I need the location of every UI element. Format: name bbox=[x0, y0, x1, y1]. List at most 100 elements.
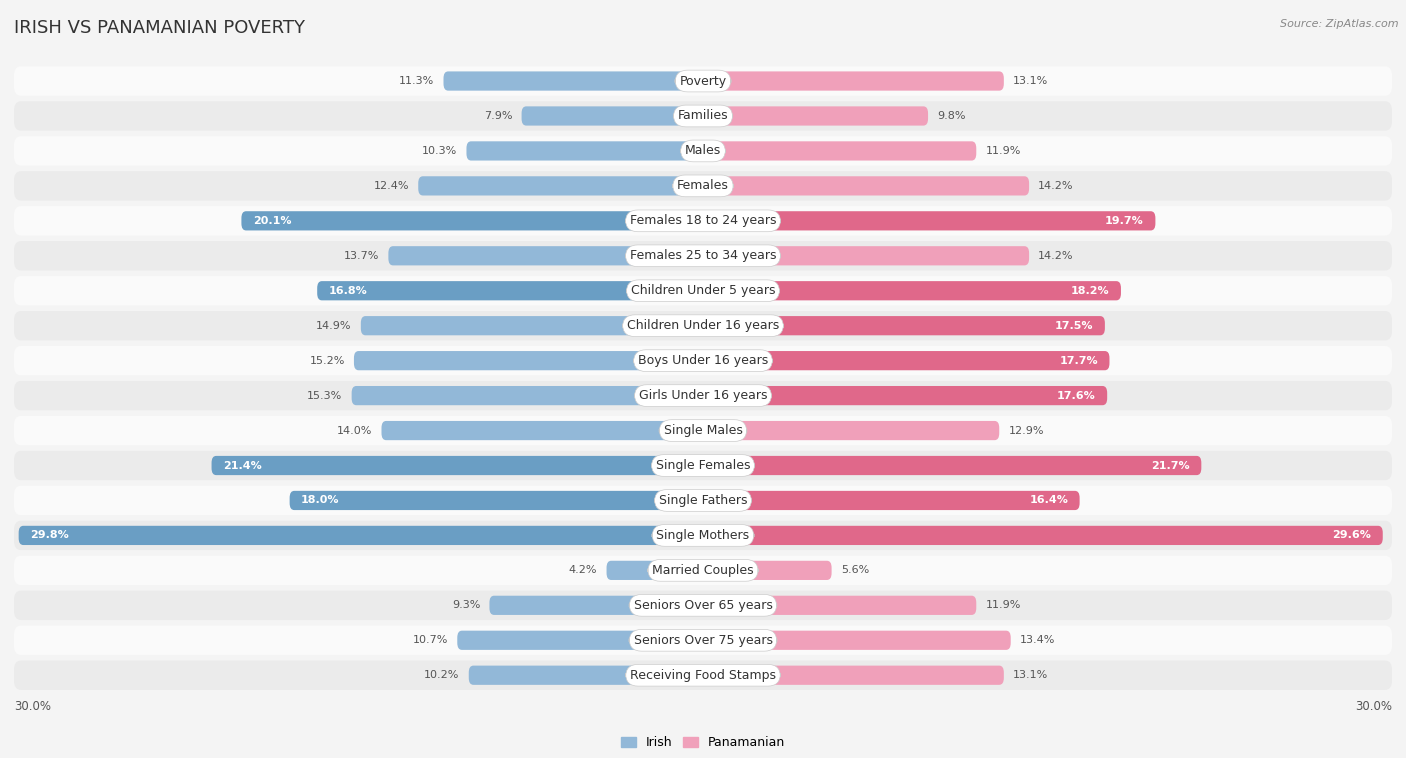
FancyBboxPatch shape bbox=[14, 102, 1392, 130]
FancyBboxPatch shape bbox=[242, 211, 703, 230]
Text: 18.0%: 18.0% bbox=[301, 496, 340, 506]
Text: Single Females: Single Females bbox=[655, 459, 751, 472]
Text: 11.3%: 11.3% bbox=[399, 76, 434, 86]
Text: 5.6%: 5.6% bbox=[841, 565, 869, 575]
FancyBboxPatch shape bbox=[361, 316, 703, 335]
Text: IRISH VS PANAMANIAN POVERTY: IRISH VS PANAMANIAN POVERTY bbox=[14, 19, 305, 37]
FancyBboxPatch shape bbox=[14, 416, 1392, 445]
FancyBboxPatch shape bbox=[418, 177, 703, 196]
Text: 19.7%: 19.7% bbox=[1105, 216, 1144, 226]
FancyBboxPatch shape bbox=[489, 596, 703, 615]
FancyBboxPatch shape bbox=[381, 421, 703, 440]
FancyBboxPatch shape bbox=[703, 596, 976, 615]
Text: Receiving Food Stamps: Receiving Food Stamps bbox=[630, 669, 776, 681]
Text: Source: ZipAtlas.com: Source: ZipAtlas.com bbox=[1281, 19, 1399, 29]
Text: Boys Under 16 years: Boys Under 16 years bbox=[638, 354, 768, 367]
FancyBboxPatch shape bbox=[703, 211, 1156, 230]
Text: 20.1%: 20.1% bbox=[253, 216, 291, 226]
FancyBboxPatch shape bbox=[703, 666, 1004, 684]
FancyBboxPatch shape bbox=[14, 311, 1392, 340]
FancyBboxPatch shape bbox=[14, 590, 1392, 620]
Text: 17.7%: 17.7% bbox=[1059, 356, 1098, 365]
FancyBboxPatch shape bbox=[14, 136, 1392, 165]
Text: 14.2%: 14.2% bbox=[1038, 181, 1074, 191]
Text: 12.9%: 12.9% bbox=[1008, 425, 1043, 436]
FancyBboxPatch shape bbox=[703, 421, 1000, 440]
FancyBboxPatch shape bbox=[14, 276, 1392, 305]
FancyBboxPatch shape bbox=[14, 67, 1392, 96]
FancyBboxPatch shape bbox=[522, 106, 703, 126]
Text: 9.3%: 9.3% bbox=[451, 600, 481, 610]
FancyBboxPatch shape bbox=[352, 386, 703, 406]
FancyBboxPatch shape bbox=[703, 526, 1382, 545]
FancyBboxPatch shape bbox=[703, 351, 1109, 370]
Text: 18.2%: 18.2% bbox=[1071, 286, 1109, 296]
Text: 13.1%: 13.1% bbox=[1012, 670, 1049, 680]
Text: Single Mothers: Single Mothers bbox=[657, 529, 749, 542]
FancyBboxPatch shape bbox=[14, 171, 1392, 201]
FancyBboxPatch shape bbox=[14, 625, 1392, 655]
Text: Males: Males bbox=[685, 145, 721, 158]
FancyBboxPatch shape bbox=[606, 561, 703, 580]
FancyBboxPatch shape bbox=[14, 451, 1392, 480]
FancyBboxPatch shape bbox=[703, 281, 1121, 300]
FancyBboxPatch shape bbox=[703, 386, 1107, 406]
Text: 14.0%: 14.0% bbox=[337, 425, 373, 436]
FancyBboxPatch shape bbox=[14, 486, 1392, 515]
FancyBboxPatch shape bbox=[457, 631, 703, 650]
Text: Married Couples: Married Couples bbox=[652, 564, 754, 577]
Text: Families: Families bbox=[678, 109, 728, 123]
Text: Girls Under 16 years: Girls Under 16 years bbox=[638, 389, 768, 402]
FancyBboxPatch shape bbox=[318, 281, 703, 300]
Text: Seniors Over 65 years: Seniors Over 65 years bbox=[634, 599, 772, 612]
FancyBboxPatch shape bbox=[14, 206, 1392, 236]
Text: Children Under 16 years: Children Under 16 years bbox=[627, 319, 779, 332]
Text: 16.8%: 16.8% bbox=[329, 286, 367, 296]
FancyBboxPatch shape bbox=[211, 456, 703, 475]
Text: 30.0%: 30.0% bbox=[14, 700, 51, 713]
Text: 10.3%: 10.3% bbox=[422, 146, 457, 156]
FancyBboxPatch shape bbox=[468, 666, 703, 684]
FancyBboxPatch shape bbox=[14, 241, 1392, 271]
Text: 14.2%: 14.2% bbox=[1038, 251, 1074, 261]
Text: Children Under 5 years: Children Under 5 years bbox=[631, 284, 775, 297]
FancyBboxPatch shape bbox=[703, 316, 1105, 335]
FancyBboxPatch shape bbox=[703, 561, 831, 580]
Text: Poverty: Poverty bbox=[679, 74, 727, 87]
FancyBboxPatch shape bbox=[18, 526, 703, 545]
Text: 9.8%: 9.8% bbox=[938, 111, 966, 121]
Text: 4.2%: 4.2% bbox=[569, 565, 598, 575]
Text: 21.7%: 21.7% bbox=[1152, 461, 1189, 471]
Text: 29.6%: 29.6% bbox=[1333, 531, 1371, 540]
Text: 13.7%: 13.7% bbox=[344, 251, 380, 261]
FancyBboxPatch shape bbox=[703, 246, 1029, 265]
FancyBboxPatch shape bbox=[290, 491, 703, 510]
Text: 10.2%: 10.2% bbox=[425, 670, 460, 680]
Text: 17.6%: 17.6% bbox=[1057, 390, 1095, 400]
Text: 11.9%: 11.9% bbox=[986, 146, 1021, 156]
Text: 15.3%: 15.3% bbox=[307, 390, 343, 400]
FancyBboxPatch shape bbox=[388, 246, 703, 265]
FancyBboxPatch shape bbox=[703, 177, 1029, 196]
Legend: Irish, Panamanian: Irish, Panamanian bbox=[616, 731, 790, 754]
Text: 13.1%: 13.1% bbox=[1012, 76, 1049, 86]
Text: Single Males: Single Males bbox=[664, 424, 742, 437]
Text: 16.4%: 16.4% bbox=[1029, 496, 1069, 506]
FancyBboxPatch shape bbox=[703, 106, 928, 126]
FancyBboxPatch shape bbox=[354, 351, 703, 370]
FancyBboxPatch shape bbox=[703, 631, 1011, 650]
Text: Single Fathers: Single Fathers bbox=[659, 494, 747, 507]
Text: Seniors Over 75 years: Seniors Over 75 years bbox=[634, 634, 772, 647]
FancyBboxPatch shape bbox=[14, 346, 1392, 375]
FancyBboxPatch shape bbox=[703, 456, 1201, 475]
Text: 7.9%: 7.9% bbox=[484, 111, 512, 121]
FancyBboxPatch shape bbox=[467, 141, 703, 161]
Text: 10.7%: 10.7% bbox=[413, 635, 449, 645]
Text: 11.9%: 11.9% bbox=[986, 600, 1021, 610]
FancyBboxPatch shape bbox=[703, 71, 1004, 91]
FancyBboxPatch shape bbox=[14, 381, 1392, 410]
Text: Females 25 to 34 years: Females 25 to 34 years bbox=[630, 249, 776, 262]
Text: 30.0%: 30.0% bbox=[1355, 700, 1392, 713]
FancyBboxPatch shape bbox=[703, 141, 976, 161]
Text: 12.4%: 12.4% bbox=[374, 181, 409, 191]
